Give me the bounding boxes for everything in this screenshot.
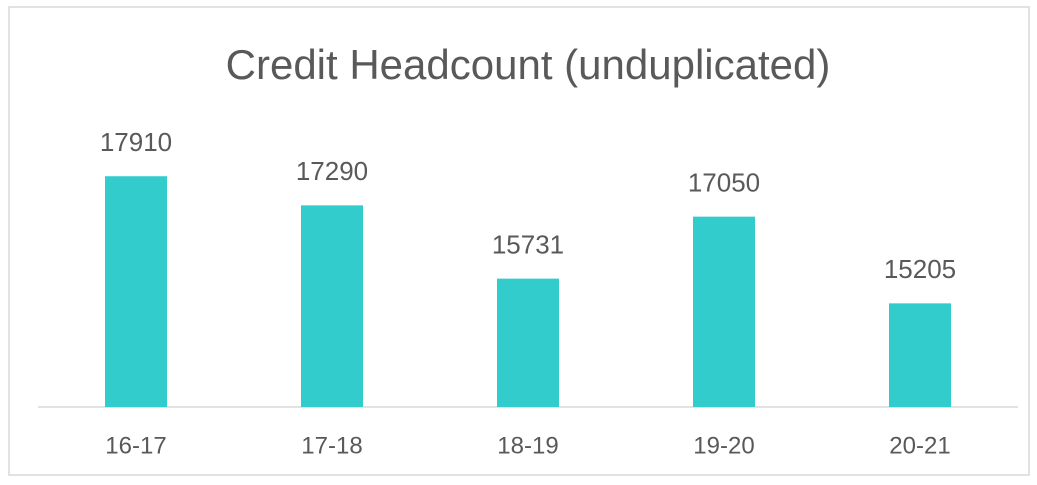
bar [105, 176, 167, 407]
chart-title: Credit Headcount (unduplicated) [226, 41, 831, 88]
data-label: 17290 [296, 156, 368, 186]
bar [497, 278, 559, 407]
bar [889, 303, 951, 407]
x-tick-label: 20-21 [889, 432, 950, 459]
x-tick-label: 16-17 [105, 432, 166, 459]
x-tick-label: 19-20 [693, 432, 754, 459]
data-label: 15731 [492, 230, 564, 260]
data-label: 15205 [884, 254, 956, 284]
x-tick-label: 18-19 [497, 432, 558, 459]
x-tick-label: 17-18 [301, 432, 362, 459]
bar [301, 205, 363, 407]
bar [693, 216, 755, 407]
data-label: 17050 [688, 168, 760, 198]
data-label: 17910 [100, 127, 172, 157]
